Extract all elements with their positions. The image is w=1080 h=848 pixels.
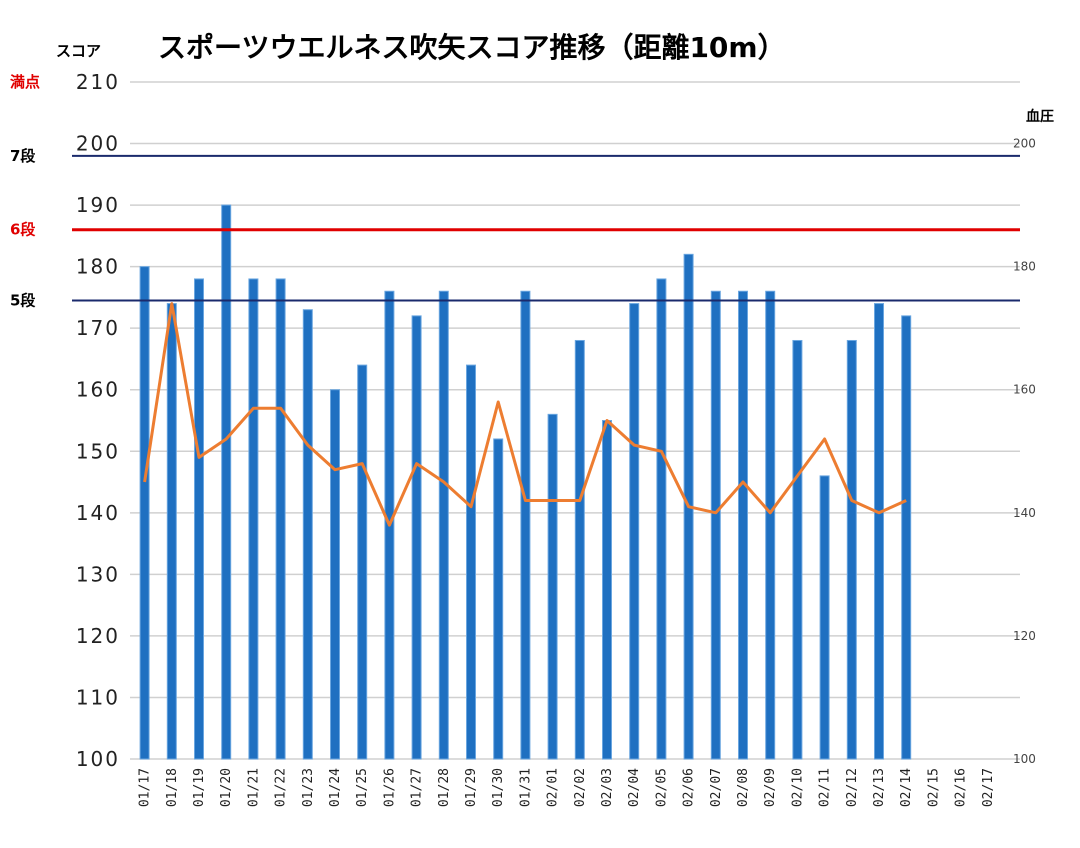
x-tick-label: 02/06 — [682, 768, 697, 807]
left-tick-label: 190 — [76, 193, 120, 217]
score-bar — [411, 315, 422, 760]
rank-reference-label: 7段 — [10, 147, 35, 165]
score-bar — [710, 290, 721, 760]
x-tick-label: 02/02 — [573, 768, 588, 807]
blood-pressure-line-group — [143, 302, 907, 527]
right-tick-label: 200 — [1013, 137, 1036, 151]
score-bar — [874, 303, 884, 760]
x-tick-label: 01/30 — [491, 768, 506, 807]
left-tick-label: 170 — [76, 316, 120, 340]
x-tick-label: 02/16 — [954, 768, 969, 807]
x-tick-label: 01/18 — [165, 768, 180, 807]
left-tick-label: 120 — [76, 624, 120, 648]
score-bar — [901, 315, 912, 760]
x-tick-label: 02/03 — [600, 768, 615, 807]
score-bar — [466, 364, 476, 760]
x-tick-label: 02/05 — [654, 768, 669, 807]
x-tick-label: 02/10 — [790, 768, 805, 807]
score-bar — [602, 420, 612, 760]
blood-pressure-line — [143, 302, 907, 527]
x-tick-label: 01/27 — [410, 768, 425, 807]
x-tick-label: 01/29 — [464, 768, 479, 807]
left-axis-ticks: 100 110 120 130 140 150 160 170 180 190 200 210 — [76, 70, 120, 771]
left-axis-unit-label: スコア — [56, 42, 101, 60]
x-tick-label: 01/23 — [301, 768, 316, 807]
score-bar — [248, 278, 259, 760]
rank-reference-label: 6段 — [10, 221, 35, 239]
x-tick-label: 02/09 — [763, 768, 778, 807]
x-tick-label: 02/11 — [818, 768, 833, 807]
score-bar — [819, 475, 830, 760]
rank-reference-lines: 満点 7段 6段 5段 — [10, 73, 1020, 309]
x-tick-label: 02/08 — [736, 768, 751, 807]
rank-reference-label: 5段 — [10, 291, 35, 309]
score-bar — [656, 278, 667, 760]
x-tick-label: 01/19 — [192, 768, 207, 807]
rank-reference-label: 満点 — [10, 73, 40, 91]
x-tick-label: 02/01 — [546, 768, 561, 807]
left-tick-label: 140 — [76, 501, 120, 525]
score-bar — [139, 266, 150, 760]
x-tick-label: 01/31 — [518, 768, 533, 807]
x-tick-label: 01/17 — [138, 768, 153, 807]
x-tick-label: 02/04 — [627, 768, 642, 807]
score-bar — [330, 389, 340, 760]
score-bar — [302, 309, 313, 760]
score-bar — [194, 278, 204, 760]
x-tick-label: 01/24 — [328, 768, 343, 807]
score-bar — [765, 290, 776, 760]
chart-title: スポーツウエルネス吹矢スコア推移（距離10m） — [158, 31, 786, 64]
x-tick-label: 01/20 — [219, 768, 234, 807]
x-tick-label: 01/22 — [274, 768, 289, 807]
score-bar — [357, 364, 368, 760]
score-bar — [275, 278, 286, 760]
right-tick-label: 140 — [1013, 506, 1036, 520]
x-tick-label: 02/07 — [709, 768, 724, 807]
x-tick-label: 02/13 — [872, 768, 887, 807]
left-tick-label: 160 — [76, 378, 120, 402]
x-axis-ticks: 01/17 01/18 01/19 01/20 01/21 01/22 01/23 01/24… — [138, 768, 996, 807]
left-tick-label: 180 — [76, 255, 120, 279]
score-bar — [574, 339, 585, 760]
score-bar — [547, 413, 558, 760]
x-tick-label: 02/14 — [899, 768, 914, 807]
score-bar — [738, 290, 748, 760]
right-tick-label: 100 — [1013, 752, 1036, 766]
right-tick-label: 180 — [1013, 260, 1036, 274]
right-axis-ticks: 100 120 140 160 180 200 — [1013, 137, 1036, 766]
score-bar — [792, 339, 803, 760]
right-tick-label: 120 — [1013, 629, 1036, 643]
right-axis-unit-label: 血圧 — [1026, 108, 1054, 125]
x-tick-label: 02/17 — [981, 768, 996, 807]
score-bar — [493, 438, 504, 760]
x-tick-label: 01/28 — [437, 768, 452, 807]
x-tick-label: 01/26 — [382, 768, 397, 807]
x-tick-label: 02/15 — [926, 768, 941, 807]
score-bar — [520, 290, 531, 760]
left-tick-label: 200 — [76, 132, 120, 156]
score-bar — [629, 303, 640, 760]
score-bar — [221, 204, 232, 760]
score-bar — [438, 290, 449, 760]
left-tick-label: 110 — [76, 685, 120, 709]
right-tick-label: 160 — [1013, 383, 1036, 397]
score-bar — [166, 303, 177, 760]
x-tick-label: 01/21 — [246, 768, 261, 807]
score-bar — [846, 339, 857, 760]
left-tick-label: 100 — [76, 747, 120, 771]
x-tick-label: 02/12 — [845, 768, 860, 807]
score-bars — [139, 204, 912, 760]
left-tick-label: 150 — [76, 439, 120, 463]
x-tick-label: 01/25 — [355, 768, 370, 807]
left-tick-label: 130 — [76, 562, 120, 586]
left-tick-label: 210 — [76, 70, 120, 94]
